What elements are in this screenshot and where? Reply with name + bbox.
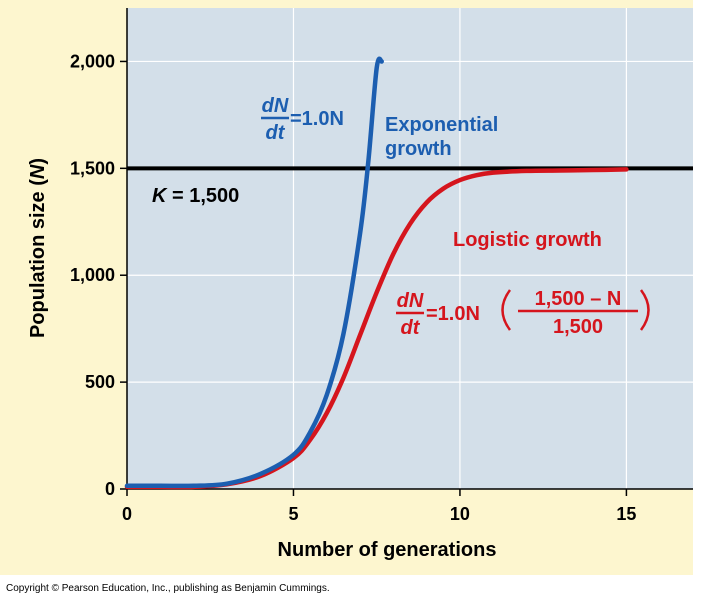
y-axis-title: Population size (N): [27, 158, 49, 338]
exp-eq-denominator: dt: [266, 122, 286, 144]
log-eq-rhs: =1.0N: [426, 303, 480, 325]
plot-area: [127, 8, 693, 489]
y-tick-label-1,000: 1,000: [70, 265, 115, 285]
x-tick-label-0: 0: [122, 504, 132, 524]
carrying-capacity-label: K = 1,500: [152, 185, 239, 207]
series-layer: [124, 56, 629, 490]
x-tick-label-15: 15: [616, 504, 636, 524]
x-tick-label-5: 5: [288, 504, 298, 524]
y-tick-label-1,500: 1,500: [70, 158, 115, 178]
series-line-exponential: [124, 56, 384, 489]
log-eq-left-paren: [501, 289, 512, 331]
x-tick-label-10: 10: [450, 504, 470, 524]
exponential-equation: dN dt =1.0N: [261, 95, 344, 144]
x-axis-title: Number of generations: [278, 539, 497, 561]
log-eq-frac-numerator: 1,500 – N: [535, 288, 622, 310]
log-eq-denominator: dt: [401, 317, 421, 339]
exponential-label-line2: growth: [385, 138, 452, 160]
y-tick-label-0: 0: [105, 479, 115, 499]
exp-eq-numerator: dN: [262, 95, 289, 117]
exp-eq-rhs: =1.0N: [290, 108, 344, 130]
logistic-equation: dN dt =1.0N 1,500 – N 1,500: [396, 288, 650, 339]
log-eq-frac-denominator: 1,500: [553, 316, 603, 338]
logistic-label: Logistic growth: [453, 229, 602, 251]
log-eq-right-paren: [639, 289, 650, 331]
log-eq-numerator: dN: [397, 290, 424, 312]
axes: [126, 8, 693, 490]
y-tick-label-500: 500: [85, 372, 115, 392]
ticks: 0 5 10 15 0 500 1,000 1,500 2,000: [70, 51, 636, 524]
y-tick-label-2,000: 2,000: [70, 51, 115, 71]
copyright-notice: Copyright © Pearson Education, Inc., pub…: [6, 583, 330, 594]
exponential-label-line1: Exponential: [385, 114, 498, 136]
